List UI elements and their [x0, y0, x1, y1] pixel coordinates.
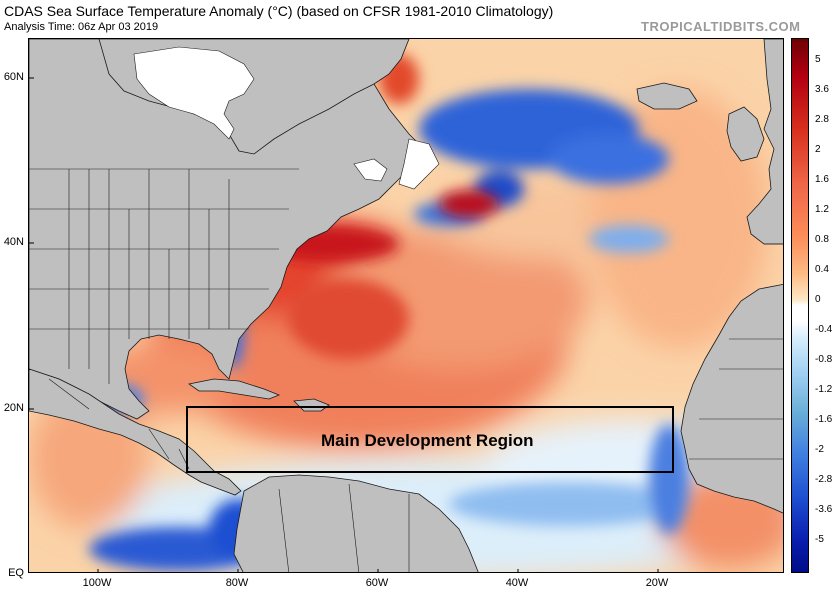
lat-label-eq: EQ	[8, 567, 24, 579]
graticule-ticks	[29, 77, 659, 572]
ice	[133, 46, 440, 190]
lon-label-20w: 20W	[645, 577, 669, 589]
lat-label-60n: 60N	[3, 71, 24, 83]
lat-label-20n: 20N	[3, 402, 24, 414]
africa-land	[680, 283, 783, 514]
color-scale-label: 0.8	[815, 234, 829, 245]
color-scale-label: 2.8	[815, 114, 829, 125]
color-scale-label: -0.4	[815, 324, 833, 335]
color-scale-label: -1.2	[815, 384, 833, 395]
sst-anomaly-map[interactable]	[28, 38, 784, 573]
color-scale-label: 1.2	[815, 204, 829, 215]
main-development-region-box	[186, 406, 674, 473]
analysis-time: Analysis Time: 06z Apr 03 2019	[4, 21, 159, 33]
color-scale-label: -2	[815, 444, 824, 455]
color-scale-label: -2.8	[815, 474, 833, 485]
brand-watermark: TROPICALTIDBITS.COM	[641, 19, 801, 34]
south-america-land	[233, 474, 479, 572]
color-scale-label: -3.6	[815, 504, 833, 515]
hispaniola-island	[293, 398, 330, 412]
color-scale-label: -1.6	[815, 414, 833, 425]
color-scale-label: 2	[815, 144, 821, 155]
british-isles	[726, 106, 765, 162]
lon-label-80w: 80W	[225, 577, 249, 589]
color-scale-label: 1.6	[815, 174, 829, 185]
color-scale-label: 3.6	[815, 84, 829, 95]
greenland-ice	[133, 46, 255, 140]
main-development-region-label: Main Development Region	[321, 431, 534, 450]
color-scale-label: 0	[815, 294, 821, 305]
labrador-ice	[398, 138, 440, 190]
color-scale-label: -5	[815, 534, 824, 545]
political-borders	[29, 168, 783, 572]
color-scale-label: 0.4	[815, 264, 829, 275]
lat-label-40n: 40N	[3, 236, 24, 248]
cuba-island	[188, 378, 281, 400]
color-scale-label: -0.8	[815, 354, 833, 365]
lon-label-40w: 40W	[505, 577, 529, 589]
gulf-st-lawrence-ice	[353, 158, 388, 182]
central-america-land	[29, 368, 242, 496]
lon-label-100w: 100W	[82, 577, 112, 589]
color-scale-bar	[791, 38, 809, 573]
color-scale-label: 5	[815, 54, 821, 65]
iceland-island	[636, 82, 698, 110]
map-title: CDAS Sea Surface Temperature Anomaly (°C…	[4, 3, 554, 19]
lon-label-60w: 60W	[365, 577, 389, 589]
